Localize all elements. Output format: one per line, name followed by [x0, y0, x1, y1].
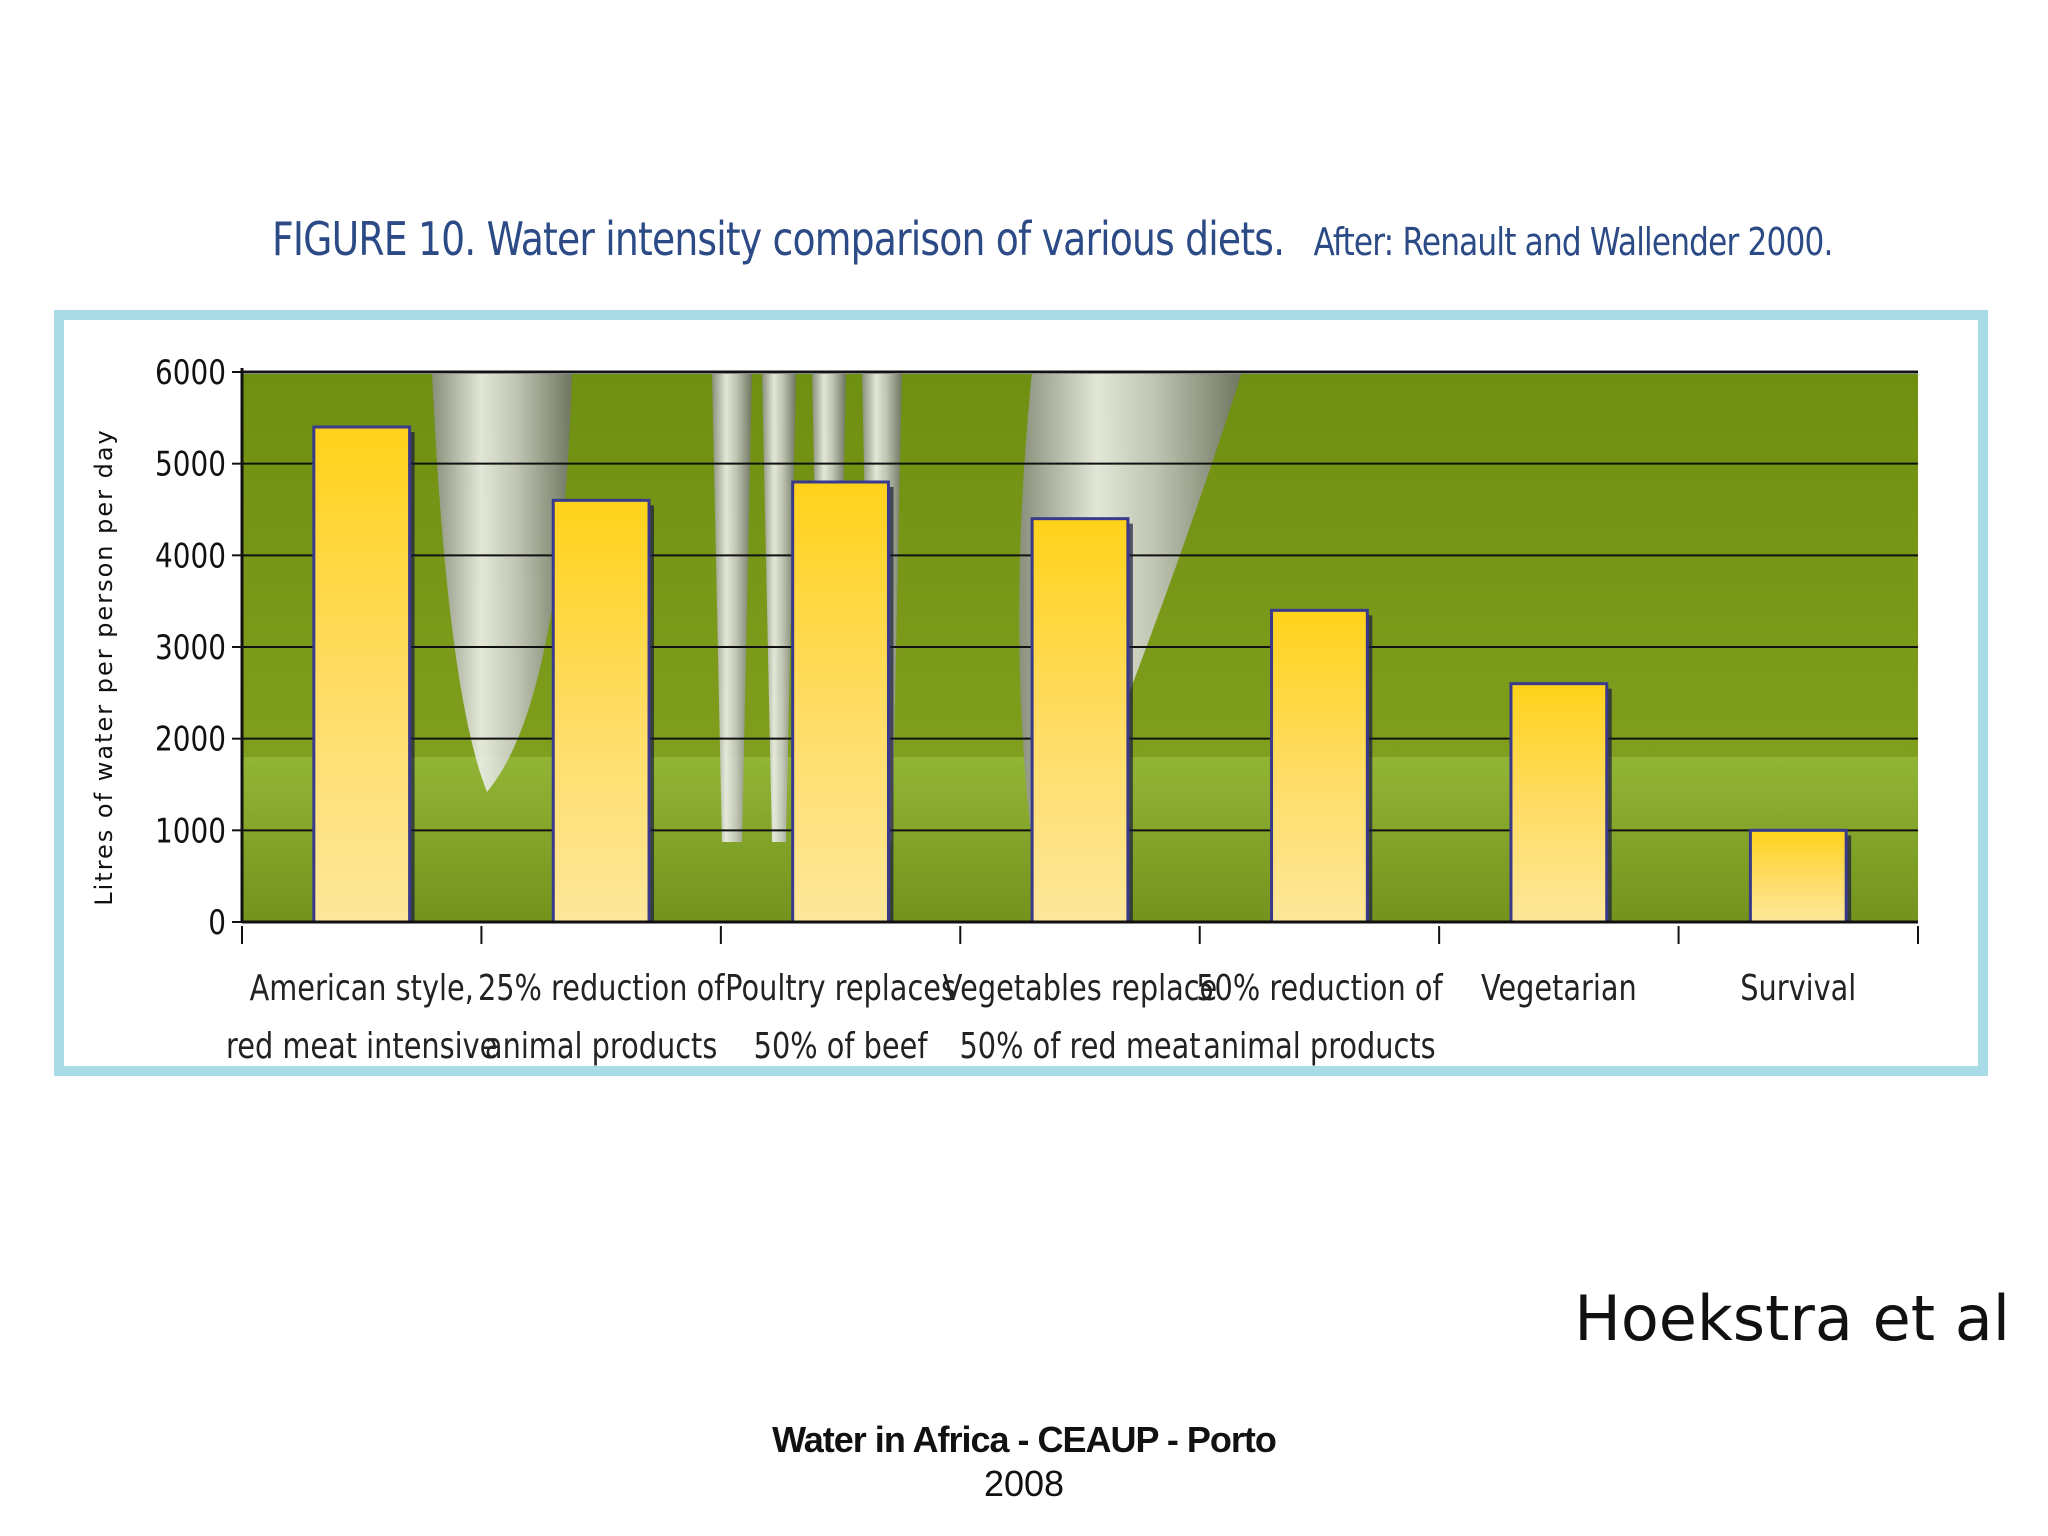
y-tick-label: 0	[208, 903, 226, 942]
bar-chart: 0 1000 2000 3000 4000 5000 6000 American style…	[90, 353, 1919, 1066]
y-tick-label: 6000	[155, 353, 226, 392]
figure-number: FIGURE 10.	[272, 212, 476, 266]
x-category-label: 50% reduction of	[1196, 967, 1444, 1009]
x-category-label: animal products	[1203, 1025, 1435, 1066]
x-category-label: Poultry replaces	[725, 967, 956, 1009]
y-tick-label: 4000	[155, 537, 226, 576]
footer: Water in Africa - CEAUP - Porto 2008	[0, 1418, 2048, 1506]
x-category-label: Vegetarian	[1481, 967, 1637, 1009]
bar-5	[1509, 682, 1609, 924]
footer-line-1: Water in Africa - CEAUP - Porto	[772, 1419, 1277, 1460]
bar-1	[551, 498, 651, 924]
citation-credit: Hoekstra et al	[1574, 1282, 2010, 1355]
x-category-labels: American style, red meat intensive 25% red…	[226, 967, 1856, 1066]
bar-4	[1270, 608, 1369, 924]
bar-3	[1030, 517, 1130, 924]
y-tick-label: 5000	[155, 445, 226, 484]
y-tick-label: 2000	[155, 720, 226, 759]
figure-source: After: Renault and Wallender 2000.	[1313, 220, 1834, 264]
x-category-label: Survival	[1740, 967, 1856, 1009]
x-category-label: 50% of red meat	[959, 1025, 1200, 1066]
y-axis-label: Litres of water per person per day	[90, 428, 118, 906]
figure-caption: Water intensity comparison of various di…	[486, 212, 1285, 266]
axes	[232, 368, 1919, 944]
y-tick-labels: 0 1000 2000 3000 4000 5000 6000	[155, 353, 226, 942]
x-category-label: Vegetables replace	[943, 967, 1218, 1009]
x-category-label: 25% reduction of	[478, 967, 726, 1009]
bar-0	[312, 425, 412, 924]
x-category-label: American style,	[250, 967, 474, 1009]
bars	[312, 425, 1852, 924]
bar-2	[791, 480, 890, 924]
x-category-label: red meat intensive	[226, 1025, 497, 1066]
footer-line-2: 2008	[983, 1463, 1065, 1504]
y-tick-label: 3000	[155, 628, 226, 667]
bar-6	[1748, 828, 1848, 924]
x-category-label: animal products	[485, 1025, 717, 1066]
y-tick-label: 1000	[155, 812, 226, 851]
chart-frame: 0 1000 2000 3000 4000 5000 6000 American style…	[54, 310, 1988, 1076]
figure-title: FIGURE 10. Water intensity comparison of…	[272, 212, 1833, 266]
x-category-label: 50% of beef	[754, 1025, 929, 1066]
